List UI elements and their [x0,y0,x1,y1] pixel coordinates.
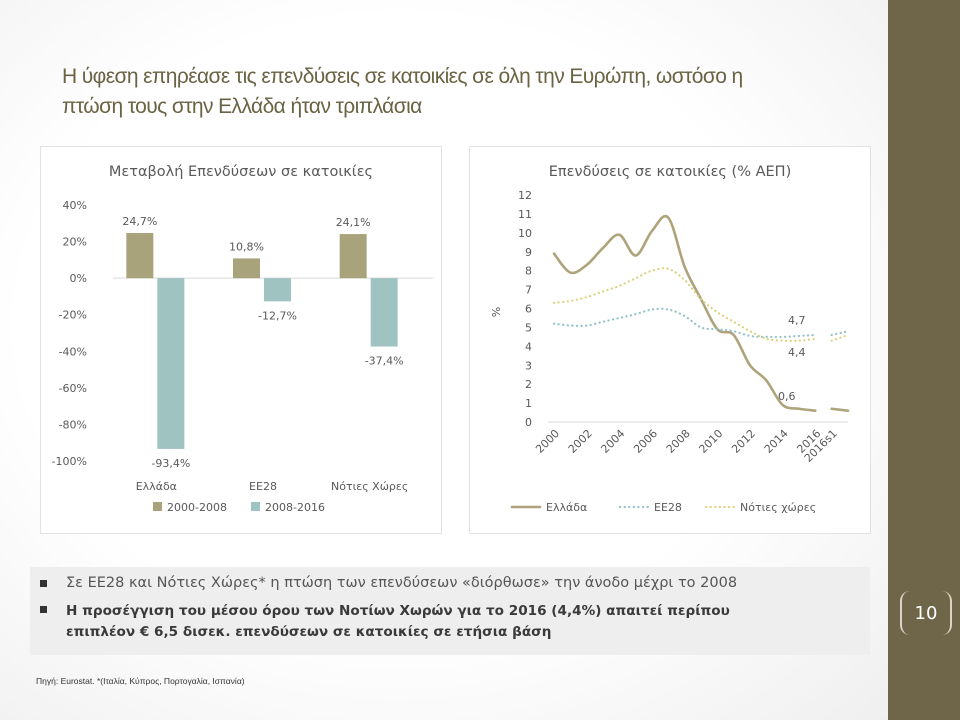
slide-title-line2: πτώση τους στην Ελλάδα ήταν τριπλάσια [62,95,422,118]
slide-title: Η ύφεση επηρέασε τις επενδύσεις σε κατοι… [62,62,862,122]
bar-chart-panel: Μεταβολή Επενδύσεων σε κατοικίες 40% 20% 0… [40,146,442,534]
series-line-1 [552,307,817,339]
slide-title-line1: Η ύφεση επηρέασε τις επενδύσεις σε κατοι… [62,65,743,88]
bullet-text-2-line1: Η προσέγγιση του μέσου όρου των Νοτίων Χ… [66,603,730,619]
legend-label: Ελλάδα [546,501,587,514]
y-tick-label: -60% [59,382,87,395]
bullet-text-1: Σε ΕΕ28 και Νότιες Χώρες* η πτώση των επ… [66,575,738,591]
y-tick-label: -80% [59,418,87,431]
bar-2-0 [339,234,367,279]
bullet-text-2-line2: επιπλέον € 6,5 δισεκ. επενδύσεων σε κατο… [66,624,552,640]
y-tick-label: 0 [525,416,532,429]
x-tick-label: 2002 [566,427,595,456]
legend-label: 2000-2008 [167,501,227,514]
y-tick-label: -40% [59,345,87,358]
y-tick-label: 5 [525,321,532,334]
legend-label: ΕΕ28 [654,501,682,514]
y-tick-label: 11 [518,208,532,221]
x-tick-label: 2014 [762,427,791,456]
y-tick-label: -100% [52,455,87,468]
x-tick-label: 2004 [598,427,627,456]
y-tick-label: 40% [63,199,87,212]
series-end-label: 0,6 [778,390,796,403]
y-tick-label: 2 [525,378,532,391]
bar-chart: Μεταβολή Επενδύσεων σε κατοικίες 40% 20% 0… [52,164,433,514]
legend-swatch [153,502,162,511]
bar-chart-title: Μεταβολή Επενδύσεων σε κατοικίες [109,164,373,180]
source-note: Πηγή: Eurostat. *(Ιταλία, Κύπρος, Πορτογ… [36,676,245,686]
series-end-label: 4,7 [788,314,806,327]
bar-data-label: 10,8% [229,240,264,253]
bullet-text-2: Η προσέγγιση του μέσου όρου των Νοτίων Χ… [66,601,730,643]
y-tick-label: 0% [70,272,87,285]
y-tick-label: 10 [518,227,532,240]
y-tick-label: 20% [63,236,87,249]
bar-data-label: 24,1% [336,216,371,229]
y-tick-label: 3 [525,359,532,372]
x-category-label: Νότιες Χώρες [331,480,408,493]
bar-data-label: 24,7% [122,215,157,228]
page-number: 10 [900,591,952,635]
y-tick-label: 7 [525,284,532,297]
y-tick-label: 4 [525,340,532,353]
series-end-label: 4,4 [788,346,806,359]
legend-label: Νότιες χώρες [740,501,816,514]
bar-data-label: -12,7% [258,309,297,322]
x-category-label: Ελλάδα [136,480,177,493]
legend-swatch [251,502,260,511]
line-chart: Επενδύσεις σε κατοικίες (% ΑΕΠ) 01234567… [490,164,850,514]
x-category-label: ΕΕ28 [249,480,277,493]
bullet-square-icon [40,580,47,587]
series-line-2 [552,267,817,342]
y-tick-label: 6 [525,303,532,316]
y-tick-label: 1 [525,397,532,410]
bar-0-0 [126,232,154,279]
x-tick-label: 2008 [664,427,693,456]
series-extra-segment-2 [830,333,850,342]
bar-1-0 [233,258,260,279]
bar-1-1 [264,278,291,302]
bar-data-label: -93,4% [151,457,190,470]
x-tick-label: 2012 [729,427,758,456]
bullet-box: Σε ΕΕ28 και Νότιες Χώρες* η πτώση των επ… [30,567,870,655]
series-extra-segment-0 [830,407,850,412]
x-tick-label: 2010 [696,427,725,456]
bar-2-1 [370,278,398,347]
y-tick-label: -20% [59,309,87,322]
series-extra-segment-1 [830,330,850,337]
y-axis-label: % [490,307,503,317]
series-line-0 [552,214,817,412]
legend-label: 2008-2016 [265,501,325,514]
x-tick-label: 2000 [533,427,562,456]
bar-data-label: -37,4% [365,355,404,368]
bullet-square-icon [40,606,47,613]
line-chart-title: Επενδύσεις σε κατοικίες (% ΑΕΠ) [549,164,792,180]
bar-0-1 [157,278,185,449]
y-tick-label: 8 [525,265,532,278]
y-tick-label: 9 [525,246,532,259]
y-tick-label: 12 [518,189,532,202]
x-tick-label: 2006 [631,427,660,456]
